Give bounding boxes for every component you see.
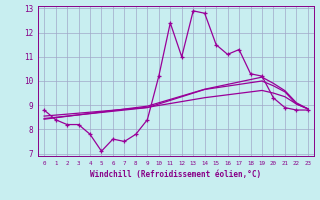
X-axis label: Windchill (Refroidissement éolien,°C): Windchill (Refroidissement éolien,°C) xyxy=(91,170,261,179)
